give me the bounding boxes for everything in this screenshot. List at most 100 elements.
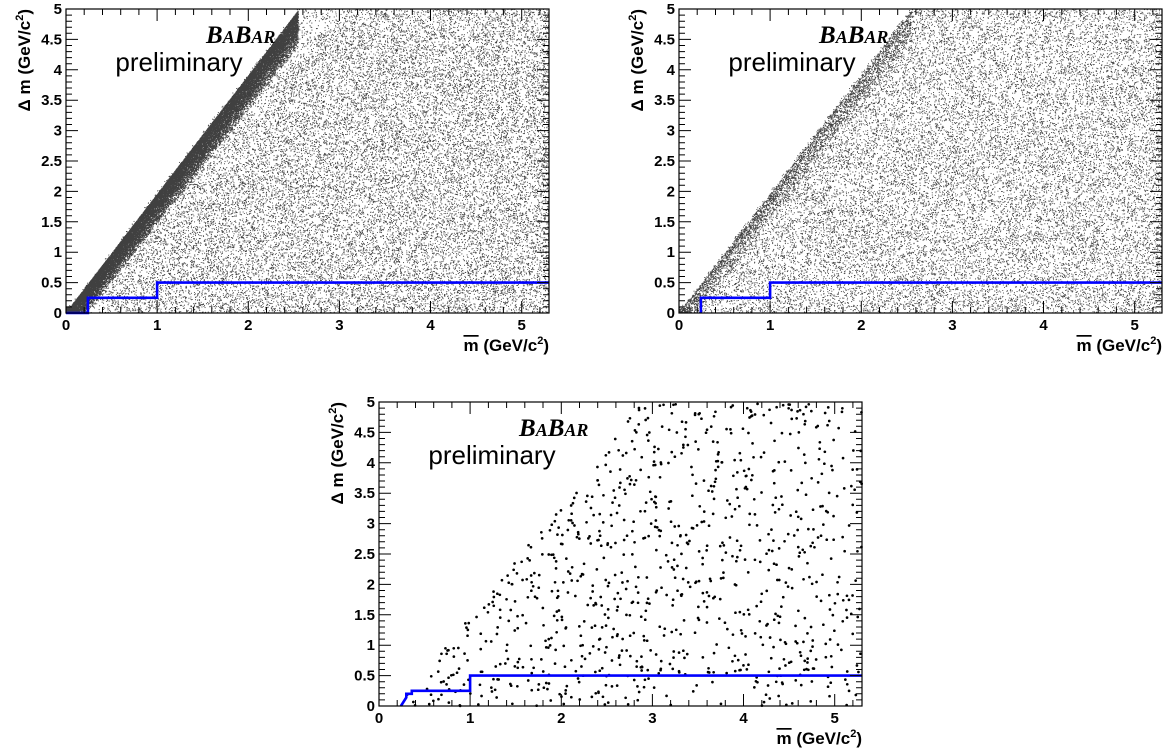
y-axis-label: Δ m (GeV/c2) bbox=[327, 402, 347, 504]
y-tick-label: 5 bbox=[54, 1, 62, 18]
y-tick-label: 4.5 bbox=[41, 31, 62, 48]
x-tick-label: 3 bbox=[335, 317, 343, 334]
axis-ticks bbox=[678, 8, 1162, 314]
x-tick-label: 0 bbox=[62, 317, 70, 334]
y-axis-text: Δ m (GeV/c bbox=[628, 21, 647, 112]
x-tick-label: 3 bbox=[648, 710, 656, 727]
babar-logo-part: B bbox=[818, 22, 836, 49]
x-axis-label: m (GeV/c2) bbox=[1076, 335, 1162, 355]
y-tick-label: 2 bbox=[367, 576, 375, 593]
preliminary-label: preliminary bbox=[428, 440, 555, 470]
axis-ticks bbox=[65, 8, 549, 314]
x-axis-unit-sup: 2 bbox=[537, 335, 543, 347]
x-tick-label: 1 bbox=[766, 317, 774, 334]
y-tick-label: 1 bbox=[667, 244, 675, 261]
x-axis-label: m (GeV/c2) bbox=[776, 728, 862, 748]
y-tick-label: 1 bbox=[54, 244, 62, 261]
x-axis-symbol: m bbox=[1076, 336, 1091, 355]
y-tick-label: 4 bbox=[54, 62, 63, 79]
x-tick-label: 5 bbox=[830, 710, 838, 727]
babar-logo-part: B bbox=[205, 22, 223, 49]
y-tick-label: 4 bbox=[667, 62, 676, 79]
x-tick-label: 5 bbox=[1130, 317, 1138, 334]
y-tick-label: 2.5 bbox=[654, 153, 675, 170]
y-tick-label: 4 bbox=[367, 455, 376, 472]
x-axis-unit: (GeV/c bbox=[792, 729, 851, 748]
x-axis-unit: (GeV/c bbox=[1092, 336, 1151, 355]
babar-logo-part: A bbox=[835, 27, 848, 47]
y-tick-label: 2.5 bbox=[354, 546, 375, 563]
preliminary-label: preliminary bbox=[115, 47, 242, 77]
y-tick-label: 3 bbox=[54, 123, 62, 140]
scatter-panel-bottom: 0 1 2 3 4 500.511.522.533.544.55m (GeV/c2)Δ m… bbox=[327, 394, 863, 748]
babar-logo-part: A bbox=[535, 420, 548, 440]
x-tick-label: 0 bbox=[375, 710, 383, 727]
x-tick-label: 4 bbox=[1039, 317, 1048, 334]
y-axis-text: Δ m (GeV/c bbox=[15, 21, 34, 112]
y-tick-label: 3.5 bbox=[41, 92, 62, 109]
x-tick-label: 4 bbox=[739, 710, 748, 727]
babar-logo-part: A bbox=[222, 27, 235, 47]
y-tick-label: 0 bbox=[367, 698, 375, 715]
y-tick-label: 0.5 bbox=[654, 275, 675, 292]
y-tick-label: 1.5 bbox=[654, 214, 675, 231]
y-tick-label: 0 bbox=[667, 305, 675, 322]
x-tick-label: 0 bbox=[675, 317, 683, 334]
x-axis-unit-close: ) bbox=[1156, 336, 1162, 355]
y-axis-unit-close: ) bbox=[628, 9, 647, 15]
x-tick-label: 1 bbox=[466, 710, 474, 727]
y-tick-label: 3 bbox=[667, 123, 675, 140]
babar-logo-part: AR bbox=[250, 27, 275, 47]
babar-logo-part: AR bbox=[863, 27, 888, 47]
y-tick-label: 1 bbox=[367, 637, 375, 654]
y-axis-unit-sup: 2 bbox=[14, 15, 26, 21]
tick-marks bbox=[378, 401, 862, 707]
y-tick-label: 5 bbox=[667, 1, 675, 18]
y-tick-label: 0 bbox=[54, 305, 62, 322]
scatter-panel-top-left: 0 1 2 3 4 500.511.522.533.544.55m (GeV/c2)Δ m… bbox=[14, 1, 550, 355]
x-axis-label: m (GeV/c2) bbox=[463, 335, 549, 355]
scatter-points bbox=[678, 8, 1163, 314]
x-axis-symbol: m bbox=[776, 729, 791, 748]
x-axis-symbol: m bbox=[463, 336, 478, 355]
babar-logo-part: B bbox=[547, 415, 565, 442]
y-axis-unit-sup: 2 bbox=[327, 408, 339, 414]
selection-cut-line bbox=[399, 674, 862, 707]
y-tick-label: 1.5 bbox=[41, 214, 62, 231]
babar-logo: BABAR bbox=[518, 415, 588, 442]
y-axis-unit-close: ) bbox=[15, 9, 34, 15]
x-tick-label: 4 bbox=[426, 317, 435, 334]
x-tick-label: 2 bbox=[857, 317, 865, 334]
y-tick-label: 5 bbox=[367, 394, 375, 411]
y-axis-text: Δ m (GeV/c bbox=[328, 414, 347, 505]
x-tick-label: 1 bbox=[153, 317, 161, 334]
babar-logo-part: B bbox=[518, 415, 536, 442]
x-tick-label: 5 bbox=[517, 317, 525, 334]
scatter-marks bbox=[678, 8, 1163, 314]
y-axis-unit-close: ) bbox=[328, 402, 347, 408]
y-tick-label: 0.5 bbox=[41, 275, 62, 292]
scatter-panel-top-right: 0 1 2 3 4 500.511.522.533.544.55m (GeV/c2)Δ m… bbox=[627, 1, 1163, 355]
tick-marks bbox=[65, 8, 549, 314]
y-tick-label: 3 bbox=[367, 516, 375, 533]
y-axis-label: Δ m (GeV/c2) bbox=[627, 9, 647, 111]
tick-marks bbox=[678, 8, 1162, 314]
y-tick-label: 2.5 bbox=[41, 153, 62, 170]
y-tick-label: 0.5 bbox=[354, 668, 375, 685]
y-tick-label: 1.5 bbox=[354, 607, 375, 624]
x-axis-unit-sup: 2 bbox=[1150, 335, 1156, 347]
x-tick-label: 2 bbox=[557, 710, 565, 727]
babar-logo: BABAR bbox=[818, 22, 888, 49]
y-tick-label: 4.5 bbox=[654, 31, 675, 48]
x-axis-unit-close: ) bbox=[543, 336, 549, 355]
y-tick-label: 2 bbox=[667, 183, 675, 200]
preliminary-label: preliminary bbox=[728, 47, 855, 77]
y-tick-label: 2 bbox=[54, 183, 62, 200]
babar-logo-part: B bbox=[847, 22, 865, 49]
babar-logo-part: B bbox=[234, 22, 252, 49]
axis-ticks bbox=[378, 401, 862, 707]
babar-logo-part: AR bbox=[563, 420, 588, 440]
x-axis-unit: (GeV/c bbox=[479, 336, 538, 355]
selection-cut-line bbox=[699, 281, 1162, 313]
